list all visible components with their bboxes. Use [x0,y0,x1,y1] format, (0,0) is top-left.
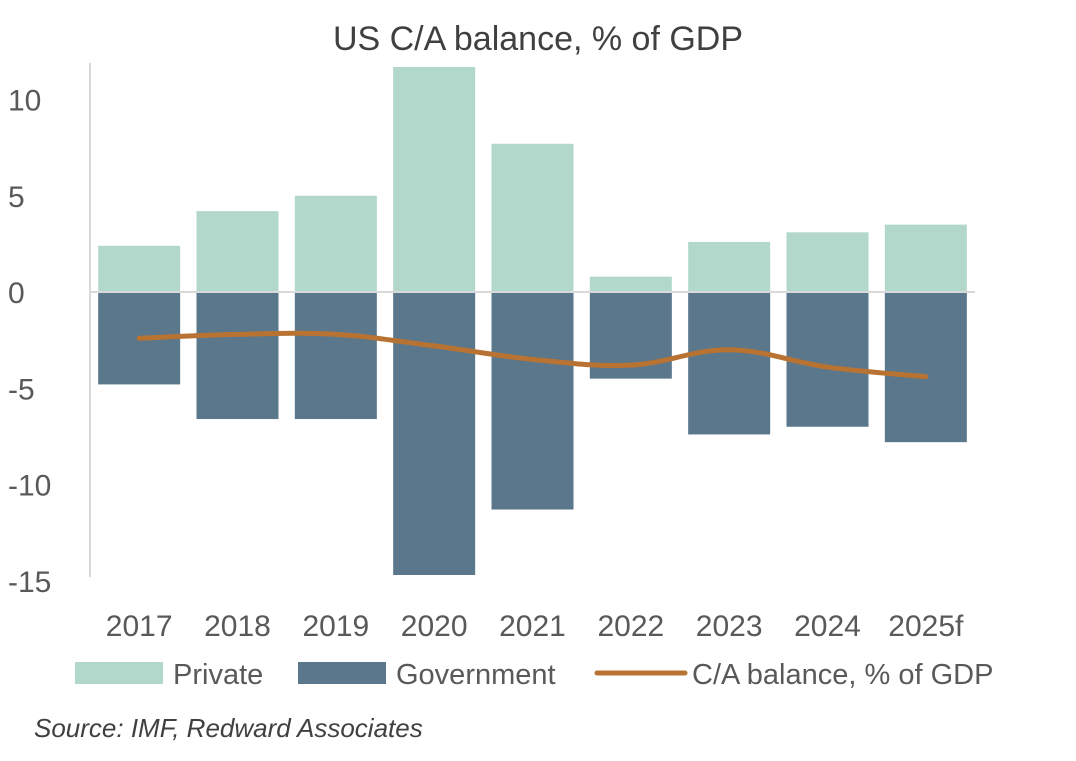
bar-private-2023 [688,241,771,292]
government-bars [98,292,967,575]
legend-swatch-private [75,662,163,684]
x-tick-label-2022: 2022 [597,610,664,643]
y-tick-label: -10 [8,470,51,503]
x-tick-label-2021: 2021 [499,610,566,643]
bar-government-2020 [393,292,476,575]
bar-government-2025f [884,292,967,443]
x-tick-label-2019: 2019 [302,610,369,643]
source-note: Source: IMF, Redward Associates [34,713,423,743]
legend-label-private: Private [173,659,263,691]
bar-private-2018 [196,211,279,292]
bar-private-2024 [786,232,869,292]
legend-label-ca-balance: C/A balance, % of GDP [692,659,993,691]
bar-government-2018 [196,292,279,420]
y-tick-label: 5 [8,181,25,214]
private-bars [98,67,967,292]
bar-private-2019 [294,195,377,292]
bar-private-2020 [393,67,476,292]
ca-balance-line [136,330,929,380]
x-tick-label-2023: 2023 [696,610,763,643]
bar-private-2022 [589,276,672,292]
bar-private-2021 [491,143,574,292]
chart-title: US C/A balance, % of GDP [333,20,743,58]
bar-private-2025f [884,224,967,292]
y-axis-ticks: 10 5 0 -5 -10 -15 [8,85,51,599]
legend-swatch-government [298,662,386,684]
y-tick-label: 10 [8,85,41,118]
bar-government-2019 [294,292,377,420]
x-tick-label-2017: 2017 [106,610,173,643]
x-tick-label-2018: 2018 [204,610,271,643]
bar-government-2021 [491,292,574,510]
y-tick-label: -5 [8,373,35,406]
x-tick-label-2024: 2024 [794,610,861,643]
legend-label-government: Government [396,659,556,691]
y-tick-label: 0 [8,277,25,310]
x-tick-label-2020: 2020 [401,610,468,643]
x-tick-label-2025f: 2025f [888,610,964,643]
y-tick-label: -15 [8,566,51,599]
bar-government-2023 [688,292,771,435]
ca-balance-line-group [136,330,929,380]
x-axis-ticks: 2017 2018 2019 2020 2021 2022 2023 2024 2025f [106,610,964,643]
bar-private-2017 [98,245,181,292]
legend: Private Government C/A balance, % of GDP [75,659,993,691]
